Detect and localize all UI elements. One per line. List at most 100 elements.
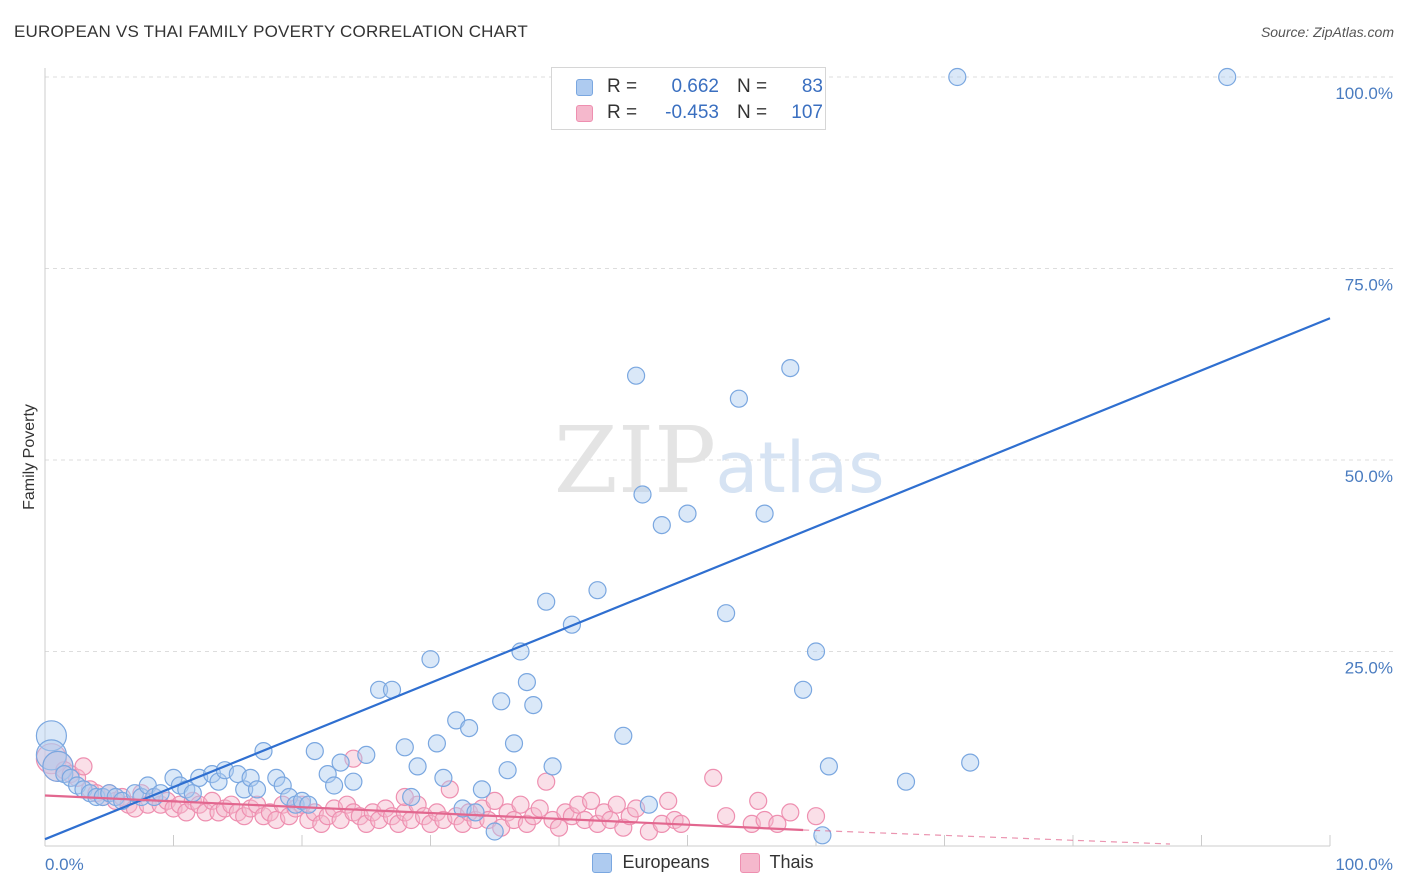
europeans-point-75: [781, 359, 800, 378]
europeans-point-71: [678, 504, 697, 523]
europeans-point-62: [524, 695, 543, 715]
europeans-point-47: [408, 757, 427, 776]
europeans-point-76: [806, 642, 826, 661]
thais-point-88: [607, 795, 626, 814]
europeans-point-29: [247, 780, 267, 799]
europeans-point-27: [235, 780, 254, 799]
thais-point-62: [440, 780, 459, 799]
legend-row-thais: R = -0.453 N = 107: [576, 101, 823, 125]
europeans-point-48: [421, 650, 440, 669]
europeans-point-42: [357, 745, 376, 765]
thais-point-73: [511, 795, 530, 814]
thais-point-103: [781, 803, 800, 822]
thais-swatch: [576, 104, 593, 122]
europeans-n-label: N =: [737, 76, 768, 97]
europeans-point-56: [485, 822, 504, 841]
thais-r-label: R =: [607, 102, 638, 123]
europeans-point-64: [543, 757, 562, 776]
europeans-point-61: [517, 672, 537, 692]
europeans-point-66: [588, 581, 607, 600]
x-tick-label-max: 100.0%: [1335, 855, 1393, 874]
thais-trend-extension: [803, 829, 1171, 845]
europeans-point-54: [466, 803, 485, 822]
europeans-point-63: [537, 592, 556, 611]
europeans-n-value: 83: [801, 76, 823, 97]
europeans-point-79: [896, 772, 916, 791]
europeans-point-70: [652, 515, 671, 535]
europeans-point-0: [35, 720, 68, 752]
legend-item-thais[interactable]: Thais: [739, 852, 814, 873]
europeans-point-32: [273, 776, 292, 795]
y-tick-label-50: 50.0%: [1345, 467, 1393, 486]
europeans-r-label: R =: [607, 76, 638, 97]
europeans-swatch: [576, 78, 593, 96]
x-tick-label-min: 0.0%: [45, 855, 84, 874]
europeans-point-53: [460, 718, 479, 738]
europeans-point-40: [331, 753, 350, 772]
europeans-point-57: [492, 692, 511, 711]
europeans-point-77: [793, 680, 813, 699]
legend-row-europeans: R = 0.662 N = 83: [576, 75, 823, 99]
thais-point-94: [659, 791, 678, 811]
watermark-zip: ZIP: [554, 407, 716, 514]
europeans-point-50: [434, 768, 453, 788]
europeans-point-46: [402, 787, 421, 807]
chart-title: EUROPEAN VS THAI FAMILY POVERTY CORRELAT…: [14, 22, 528, 41]
thais-point-69: [485, 791, 504, 811]
thais-n-value: 107: [791, 102, 823, 123]
thais-point-84: [581, 791, 601, 811]
y-tick-label-25: 25.0%: [1345, 659, 1393, 678]
thais-point-104: [806, 807, 826, 826]
europeans-point-31: [267, 768, 286, 788]
europeans-point-59: [504, 734, 524, 753]
europeans-point-68: [626, 366, 646, 385]
europeans-point-2: [42, 750, 74, 783]
europeans-point-80: [961, 753, 980, 772]
europeans-point-72: [716, 604, 736, 623]
europeans-point-83: [639, 795, 659, 814]
thais-point-98: [716, 807, 736, 826]
europeans-point-73: [729, 389, 749, 408]
europeans-r-value: 0.662: [671, 76, 719, 97]
thais-point-106: [395, 787, 414, 807]
correlation-legend: R = 0.662 N = 83 R = -0.453 N = 107: [551, 67, 826, 130]
europeans-point-36: [299, 795, 318, 814]
legend-europeans-label: Europeans: [622, 852, 710, 872]
axes: [44, 68, 1331, 847]
europeans-point-38: [318, 764, 337, 784]
legend-thais-swatch: [739, 852, 760, 873]
europeans-point-24: [209, 772, 228, 791]
legend-europeans-swatch: [592, 852, 613, 873]
thais-point-5: [74, 757, 93, 776]
europeans-trend-line: [44, 317, 1331, 841]
europeans-point-69: [633, 485, 652, 504]
europeans-point-67: [614, 726, 633, 745]
europeans-point-82: [1218, 67, 1237, 87]
source-credit: Source: ZipAtlas.com: [1260, 24, 1394, 40]
thais-point-77: [537, 772, 556, 791]
y-tick-label-75: 75.0%: [1345, 276, 1393, 295]
europeans-point-84: [813, 826, 832, 845]
europeans-point-28: [241, 768, 260, 788]
thais-point-100: [749, 791, 768, 811]
thais-point-89: [614, 818, 633, 837]
europeans-point-81: [948, 67, 967, 87]
watermark: ZIP atlas: [554, 407, 885, 514]
y-axis-label: Family Poverty: [21, 404, 38, 510]
thais-trend-line: [44, 794, 804, 832]
europeans-point-49: [427, 734, 446, 753]
europeans-point-37: [305, 741, 324, 761]
thais-r-value: -0.453: [665, 102, 719, 123]
legend-thais-label: Thais: [769, 852, 814, 872]
europeans-point-43: [370, 680, 389, 699]
europeans-point-41: [344, 772, 363, 791]
y-tick-label-100: 100.0%: [1335, 84, 1393, 103]
europeans-point-55: [472, 780, 491, 799]
europeans-point-58: [498, 761, 517, 780]
legend-item-europeans[interactable]: Europeans: [592, 852, 710, 873]
europeans-point-78: [819, 757, 839, 776]
tick-labels: 25.0% 50.0% 75.0% 100.0% 0.0% 100.0%: [45, 84, 1393, 874]
trend-lines: [44, 317, 1331, 845]
europeans-point-39: [325, 776, 344, 795]
